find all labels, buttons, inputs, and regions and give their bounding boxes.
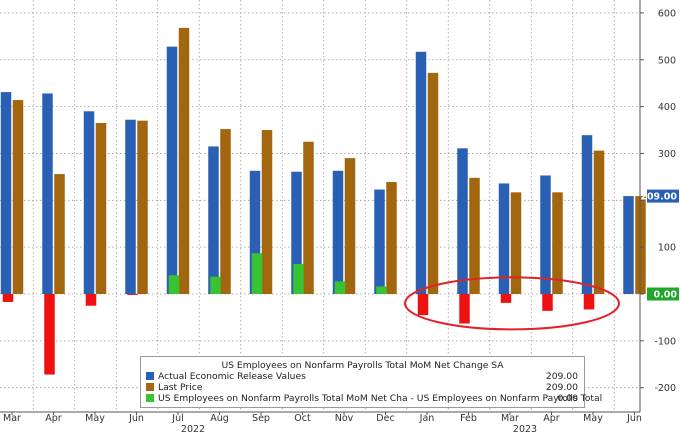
- actual-bar: [415, 51, 427, 295]
- value-tag-box: [647, 287, 679, 301]
- difference-bar: [583, 294, 595, 310]
- difference-bar: [127, 294, 138, 295]
- legend-entry-actual: Actual Economic Release Values 209.00: [146, 371, 578, 382]
- legend-entry-last-price: Last Price 209.00: [146, 382, 578, 393]
- actual-bar: [83, 111, 95, 294]
- legend-swatch-actual: [146, 372, 154, 380]
- last-price-bar: [303, 141, 314, 294]
- difference-bar: [44, 294, 55, 375]
- actual-bar: [332, 170, 344, 294]
- last-price-bar: [95, 122, 107, 294]
- x-year-label: 2022: [181, 424, 205, 434]
- chart-legend: US Employees on Nonfarm Payrolls Total M…: [140, 356, 602, 408]
- x-axis: Mar Apr May Jun Jul Aug Sep Oct Nov Dec Jan Feb Mar A…: [0, 411, 642, 434]
- annotation-ellipse: [404, 276, 620, 331]
- x-tick-label: Jun: [626, 413, 642, 424]
- actual-bar: [166, 46, 178, 294]
- difference-bar: [542, 294, 553, 311]
- y-axis: -200-1000100300400500600: [639, 0, 676, 412]
- x-tick-label: Dec: [376, 413, 394, 424]
- bar-series: [0, 27, 646, 375]
- y-tick-label: -100: [654, 336, 676, 347]
- x-tick-label: Oct: [294, 413, 311, 424]
- actual-bar: [457, 148, 468, 294]
- annotation-layer: [404, 276, 620, 331]
- difference-bar: [334, 281, 346, 294]
- difference-bar: [376, 286, 387, 294]
- difference-bar: [168, 275, 180, 294]
- difference-bar: [500, 294, 512, 303]
- last-price-bar: [510, 192, 522, 294]
- current-value-tags: 209.00 0.00: [640, 189, 679, 301]
- x-tick-label: Mar: [3, 413, 21, 424]
- actual-bar: [623, 196, 634, 294]
- x-tick-label: Sep: [252, 413, 270, 424]
- actual-bar: [374, 189, 385, 294]
- actual-bar: [291, 171, 302, 294]
- x-tick-label: Jan: [419, 413, 435, 424]
- value-tag-label: 209.00: [640, 192, 677, 203]
- last-price-bar: [178, 27, 190, 295]
- legend-swatch-difference: [146, 394, 154, 402]
- x-tick-label: May: [85, 413, 105, 424]
- difference-bar: [293, 264, 304, 294]
- last-price-bar: [12, 100, 24, 294]
- last-price-bar: [593, 150, 605, 294]
- difference-bar: [417, 294, 429, 316]
- legend-label-difference: US Employees on Nonfarm Payrolls Total M…: [158, 393, 603, 404]
- actual-bar: [0, 92, 12, 294]
- last-price-bar: [427, 72, 439, 294]
- legend-label-actual: Actual Economic Release Values: [158, 371, 306, 382]
- legend-value-last-price: 209.00: [545, 382, 578, 393]
- y-tick-label: 300: [658, 149, 676, 160]
- x-tick-label: Jun: [128, 413, 144, 424]
- x-tick-label: May: [583, 413, 603, 424]
- y-tick-label: 500: [658, 55, 676, 66]
- grid-lines: [0, 0, 640, 412]
- actual-bar: [208, 146, 219, 294]
- y-tick-label: 600: [658, 8, 676, 19]
- legend-label-last-price: Last Price: [158, 382, 203, 393]
- x-tick-label: Nov: [335, 413, 354, 424]
- last-price-bar: [469, 177, 480, 294]
- x-tick-label: Feb: [460, 413, 477, 424]
- x-year-label: 2023: [513, 424, 537, 434]
- actual-bar: [540, 175, 551, 294]
- last-price-bar: [261, 130, 273, 294]
- actual-bar: [498, 183, 510, 294]
- actual-bar: [249, 170, 261, 294]
- last-price-bar: [137, 120, 148, 294]
- legend-value-actual: 209.00: [545, 371, 578, 382]
- y-tick-label: 400: [658, 102, 676, 113]
- actual-bar: [42, 93, 53, 295]
- y-tick-label: 100: [658, 243, 676, 254]
- actual-bar: [125, 119, 136, 294]
- x-tick-label: Aug: [210, 413, 229, 424]
- value-tag-box: [647, 189, 679, 203]
- last-price-bar: [220, 129, 231, 294]
- difference-bar: [85, 294, 97, 306]
- value-tag-label: 0.00: [654, 290, 678, 301]
- legend-swatch-last-price: [146, 383, 154, 391]
- difference-bar: [251, 253, 263, 294]
- difference-bar: [2, 294, 14, 302]
- last-price-bar: [552, 192, 563, 294]
- last-price-bar: [54, 174, 65, 294]
- x-tick-label: Apr: [543, 413, 560, 424]
- legend-value-difference: 0.00: [557, 393, 578, 404]
- legend-title: US Employees on Nonfarm Payrolls Total M…: [221, 360, 504, 371]
- difference-bar: [459, 294, 470, 324]
- x-tick-label: Apr: [45, 413, 62, 424]
- legend-entry-difference: US Employees on Nonfarm Payrolls Total M…: [146, 393, 602, 404]
- x-tick-label: Mar: [501, 413, 519, 424]
- last-price-bar: [344, 158, 356, 294]
- y-tick-label: -200: [654, 383, 676, 394]
- difference-bar: [210, 276, 221, 294]
- last-price-bar: [386, 182, 397, 294]
- x-tick-label: Jul: [171, 413, 183, 424]
- actual-bar: [581, 135, 593, 294]
